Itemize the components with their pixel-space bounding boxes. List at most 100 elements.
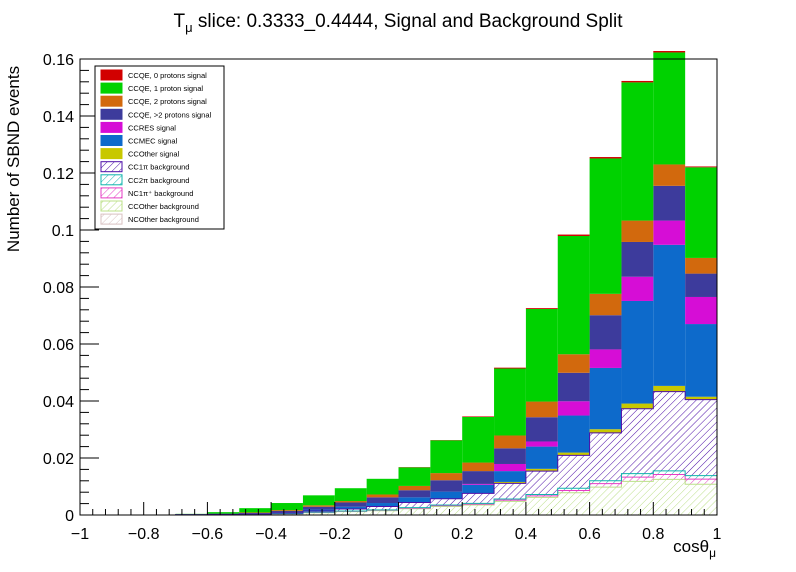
y-tick-label: 0.02 <box>43 451 74 468</box>
bar-ccqe-2-protons-signal-bin-5 <box>239 512 272 514</box>
bar-ccqe-2-protons-signal-bin-6 <box>271 510 303 512</box>
legend-swatch <box>100 95 123 107</box>
bar-ccmec-signal-bin-11 <box>430 491 463 499</box>
legend-label: NC1π⁺ background <box>128 189 193 198</box>
bar-ccqe-1-proton-signal-bin-11 <box>430 440 463 474</box>
x-axis-label: cosθμ <box>673 537 716 560</box>
bar-ccqe-2-protons-signal-bin-7 <box>302 505 335 507</box>
bar-cc2-background-bin-19 <box>685 475 717 480</box>
bar-ccmec-signal-bin-9 <box>366 503 399 507</box>
bar-cc1-background-bin-18 <box>653 391 686 471</box>
bar-ccqe-1-proton-signal-bin-18 <box>653 52 686 165</box>
bar-ccres-signal-bin-16 <box>589 349 622 368</box>
bar-cc2-background-bin-16 <box>589 480 622 484</box>
bar-ccqe-2-protons-signal-bin-16 <box>589 293 622 316</box>
bar-ccqe-1-proton-signal-bin-12 <box>462 416 495 463</box>
bar-ccmec-signal-bin-12 <box>462 484 495 494</box>
bar-cc1-background-bin-8 <box>334 509 367 512</box>
bar-ccmec-signal-bin-16 <box>589 367 622 430</box>
legend-label: CCQE, 2 protons signal <box>128 97 207 106</box>
legend-label: CCOther background <box>128 202 199 211</box>
bar-ccqe-2-protons-signal-bin-9 <box>366 494 399 498</box>
bar-ccqe-2-protons-signal-bin-11 <box>430 473 463 481</box>
bar-ccother-background-bin-9 <box>366 510 399 515</box>
outline-cc1-background <box>80 391 717 516</box>
legend-label: CCQE, 0 protons signal <box>128 71 207 80</box>
legend-swatch <box>100 174 123 186</box>
y-tick-label: 0.16 <box>43 52 74 69</box>
bar-ccother-background-bin-14 <box>525 497 558 515</box>
x-tick-label: 0.4 <box>515 526 537 543</box>
bar-ccqe-2-protons-signal-bin-12 <box>462 471 495 484</box>
bar-cc1-background-bin-13 <box>494 483 526 500</box>
bar-ccother-background-bin-13 <box>494 501 526 515</box>
bar-ccqe-1-proton-signal-bin-15 <box>557 235 590 355</box>
bar-ccother-background-bin-16 <box>589 487 622 515</box>
bar-ccqe-1-proton-signal-bin-19 <box>685 167 717 258</box>
bar-ccother-background-bin-5 <box>239 513 272 515</box>
bar-ccother-background-bin-15 <box>557 492 590 515</box>
legend: CCQE, 0 protons signal CCQE, 1 proton sig… <box>94 65 225 230</box>
legend-label: CC1π background <box>128 163 189 172</box>
legend-label: CCQE, 1 proton signal <box>128 84 203 93</box>
bar-cc2-background-bin-14 <box>525 494 558 496</box>
bar-ccqe-1-proton-signal-bin-13 <box>494 368 526 436</box>
legend-swatch <box>100 148 123 160</box>
x-tick-label: 0 <box>394 526 403 543</box>
bar-ccqe-2-protons-signal-bin-9 <box>366 497 399 504</box>
bar-ccqe-2-protons-signal-bin-19 <box>685 257 717 274</box>
bar-ccother-background-bin-6 <box>271 513 303 515</box>
legend-swatch <box>100 213 123 225</box>
bar-cc2-background-bin-17 <box>621 473 654 478</box>
bar-ccqe-2-protons-signal-bin-8 <box>334 501 367 503</box>
bar-ccres-signal-bin-17 <box>621 276 654 301</box>
bar-ccmec-signal-bin-10 <box>398 497 431 503</box>
legend-swatch <box>100 200 123 212</box>
bar-ccother-background-bin-12 <box>462 505 495 515</box>
bar-ccother-signal-bin-18 <box>653 385 686 392</box>
x-axis: −1 −0.8 −0.6 −0.4 −0.2 0 0.2 0.4 0.6 0.8 1 <box>71 502 722 543</box>
bar-ccqe-0-protons-signal-bin-18 <box>653 51 686 53</box>
bar-ccqe-2-protons-signal-bin-16 <box>589 315 622 350</box>
bar-nc1-background-bin-19 <box>685 479 717 485</box>
bar-ccqe-2-protons-signal-bin-15 <box>557 372 590 402</box>
legend-swatch <box>100 69 123 81</box>
legend-swatch <box>100 108 123 120</box>
bar-ccqe-1-proton-signal-bin-9 <box>366 478 399 495</box>
bar-ccqe-0-protons-signal-bin-16 <box>589 157 622 159</box>
bar-ccmec-signal-bin-8 <box>334 506 367 510</box>
bar-cc1-background-bin-10 <box>398 502 431 508</box>
y-tick-label: 0.14 <box>43 109 74 126</box>
bar-ccres-signal-bin-13 <box>494 463 526 472</box>
bar-ccres-signal-bin-18 <box>653 220 686 245</box>
bar-ccmec-signal-bin-14 <box>525 446 558 469</box>
bar-cc1-background-bin-15 <box>557 455 590 489</box>
y-axis-label: Number of SBND events <box>4 66 23 252</box>
y-tick-label: 0 <box>65 508 74 525</box>
legend-label: CCRES signal <box>128 123 176 132</box>
bar-cc2-background-bin-18 <box>653 470 686 475</box>
bar-cc1-background-bin-17 <box>621 408 654 474</box>
bar-ccother-signal-bin-19 <box>685 396 717 400</box>
bar-ccother-background-bin-17 <box>621 481 654 515</box>
bar-ccother-signal-bin-17 <box>621 403 654 409</box>
bar-ccqe-2-protons-signal-bin-5 <box>239 513 272 514</box>
legend-swatch <box>100 187 123 199</box>
bar-ccqe-0-protons-signal-bin-12 <box>462 416 495 417</box>
bar-ccqe-1-proton-signal-bin-14 <box>525 308 558 402</box>
bar-ccqe-2-protons-signal-bin-7 <box>302 506 335 510</box>
bar-ccqe-1-proton-signal-bin-8 <box>334 488 367 502</box>
bar-ccmec-signal-bin-18 <box>653 244 686 386</box>
bar-ccqe-2-protons-signal-bin-19 <box>685 273 717 297</box>
bar-ccother-background-bin-11 <box>430 506 463 515</box>
bar-ccother-background-bin-7 <box>302 512 335 515</box>
bar-ccqe-2-protons-signal-bin-18 <box>653 185 686 221</box>
bar-cc2-background-bin-13 <box>494 499 526 501</box>
bar-cc1-background-bin-14 <box>525 471 558 495</box>
bar-ccqe-2-protons-signal-bin-6 <box>271 511 303 513</box>
y-tick-label: 0.08 <box>43 280 74 297</box>
y-tick-label: 0.12 <box>43 166 74 183</box>
x-tick-label: −1 <box>71 526 89 543</box>
bar-ccqe-2-protons-signal-bin-12 <box>462 462 495 472</box>
bar-ccother-signal-bin-16 <box>589 429 622 433</box>
